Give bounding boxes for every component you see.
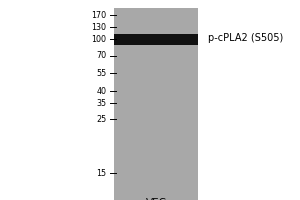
Text: 100: 100	[92, 34, 106, 44]
Text: 25: 25	[96, 114, 106, 123]
Text: 170: 170	[92, 10, 106, 20]
Bar	[114, 33, 198, 45]
Bar	[114, 8, 198, 200]
Text: 130: 130	[92, 22, 106, 31]
Text: VEC: VEC	[146, 198, 167, 200]
Text: 40: 40	[97, 86, 106, 96]
Text: p-cPLA2 (S505): p-cPLA2 (S505)	[208, 33, 284, 43]
Text: 35: 35	[96, 98, 106, 108]
Text: 15: 15	[96, 168, 106, 178]
Text: 55: 55	[96, 68, 106, 77]
Text: 70: 70	[96, 51, 106, 60]
